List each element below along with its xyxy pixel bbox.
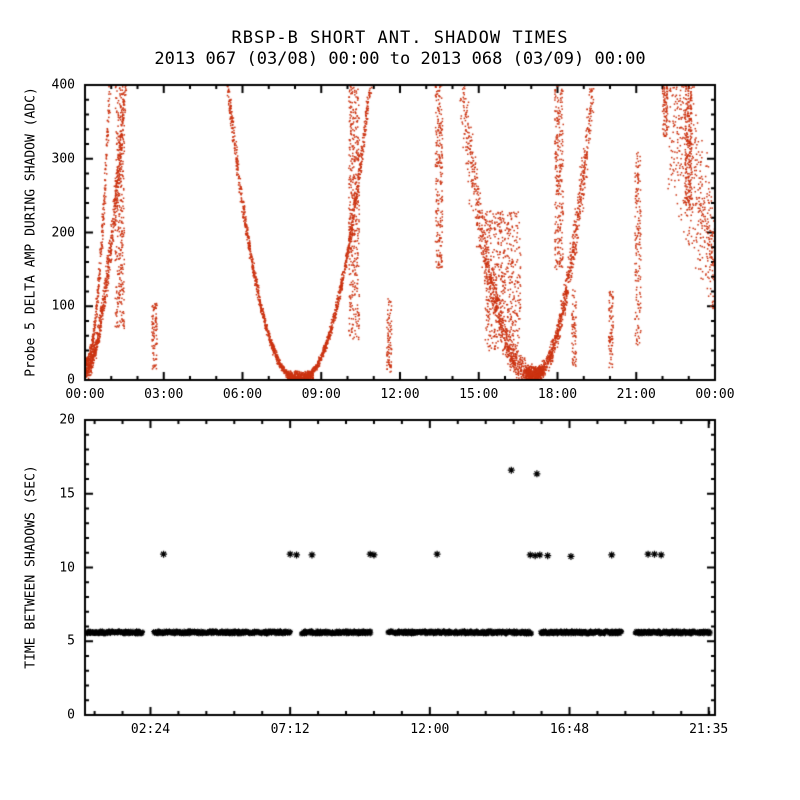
x-tick-label: 09:00	[301, 387, 341, 402]
x-tick-label: 21:35	[689, 722, 729, 737]
x-tick-label: 15:00	[459, 387, 499, 402]
x-tick-label: 21:00	[616, 387, 656, 402]
x-tick-label: 03:00	[144, 387, 184, 402]
x-tick-label: 06:00	[222, 387, 263, 402]
x-tick-label: 12:00	[380, 387, 420, 402]
x-tick-label: 00:00	[695, 387, 735, 402]
x-tick-label: 02:24	[130, 722, 171, 737]
y-tick-label: 10	[59, 560, 75, 575]
bottom-panel-y-axis-label: TIME BETWEEN SHADOWS (SEC)	[23, 465, 39, 669]
x-tick-label: 12:00	[410, 722, 450, 737]
y-tick-label: 400	[51, 77, 75, 93]
x-tick-label: 16:48	[549, 722, 590, 737]
y-tick-label: 0	[67, 372, 75, 388]
figure-title: RBSP-B SHORT ANT. SHADOW TIMES	[231, 28, 569, 48]
y-tick-label: 15	[59, 486, 75, 502]
y-tick-label: 5	[67, 633, 75, 649]
y-tick-label: 100	[51, 298, 75, 314]
y-tick-label: 200	[51, 225, 75, 240]
y-tick-label: 20	[59, 412, 75, 428]
x-tick-label: 07:12	[270, 722, 310, 737]
figure-subtitle: 2013 067 (03/08) 00:00 to 2013 068 (03/0…	[154, 49, 646, 69]
top-panel-y-axis-label: Probe 5 DELTA AMP DURING SHADOW (ADC)	[23, 87, 39, 377]
x-tick-label: 18:00	[537, 387, 578, 402]
x-tick-label: 00:00	[65, 387, 105, 402]
y-tick-label: 0	[67, 707, 75, 723]
y-tick-label: 300	[51, 151, 75, 167]
